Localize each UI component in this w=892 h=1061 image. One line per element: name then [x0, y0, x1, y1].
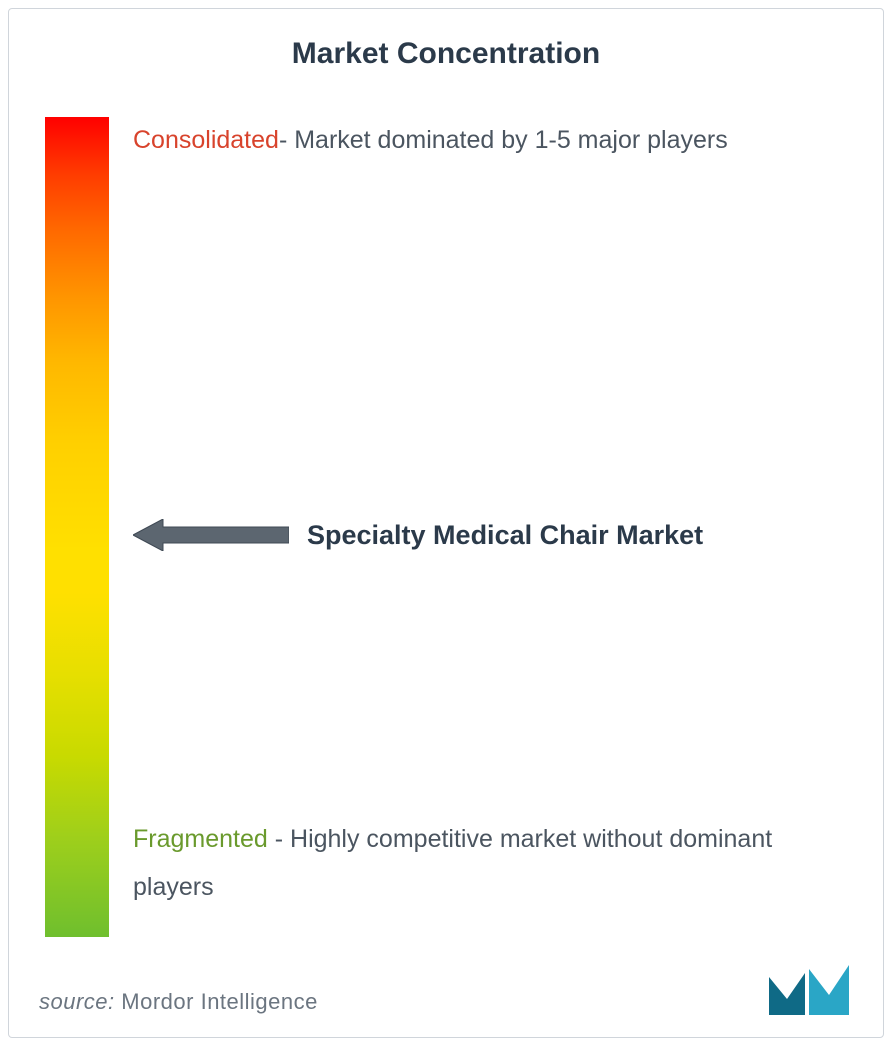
infographic-card: Market Concentration Consolidated- Marke…	[8, 8, 884, 1038]
gradient-column	[45, 117, 109, 937]
fragmented-lead: Fragmented	[133, 825, 268, 853]
market-pointer-row: Specialty Medical Chair Market	[133, 519, 843, 551]
fragmented-annotation: Fragmented - Highly competitive market w…	[133, 816, 843, 911]
consolidated-annotation: Consolidated- Market dominated by 1-5 ma…	[133, 117, 843, 165]
consolidated-lead: Consolidated	[133, 126, 279, 154]
source-prefix: source:	[39, 989, 115, 1014]
left-arrow-icon	[133, 519, 289, 551]
annotations-column: Consolidated- Market dominated by 1-5 ma…	[133, 117, 853, 937]
chart-title: Market Concentration	[39, 37, 853, 71]
source-name: Mordor Intelligence	[121, 989, 318, 1014]
market-pointer-label: Specialty Medical Chair Market	[307, 520, 703, 551]
consolidated-rest: - Market dominated by 1-5 major players	[279, 126, 728, 154]
card-footer: source: Mordor Intelligence	[39, 965, 853, 1015]
mordor-logo-icon	[769, 965, 853, 1015]
concentration-gradient-bar	[45, 117, 109, 937]
source-attribution: source: Mordor Intelligence	[39, 989, 318, 1015]
chart-body: Consolidated- Market dominated by 1-5 ma…	[39, 117, 853, 937]
